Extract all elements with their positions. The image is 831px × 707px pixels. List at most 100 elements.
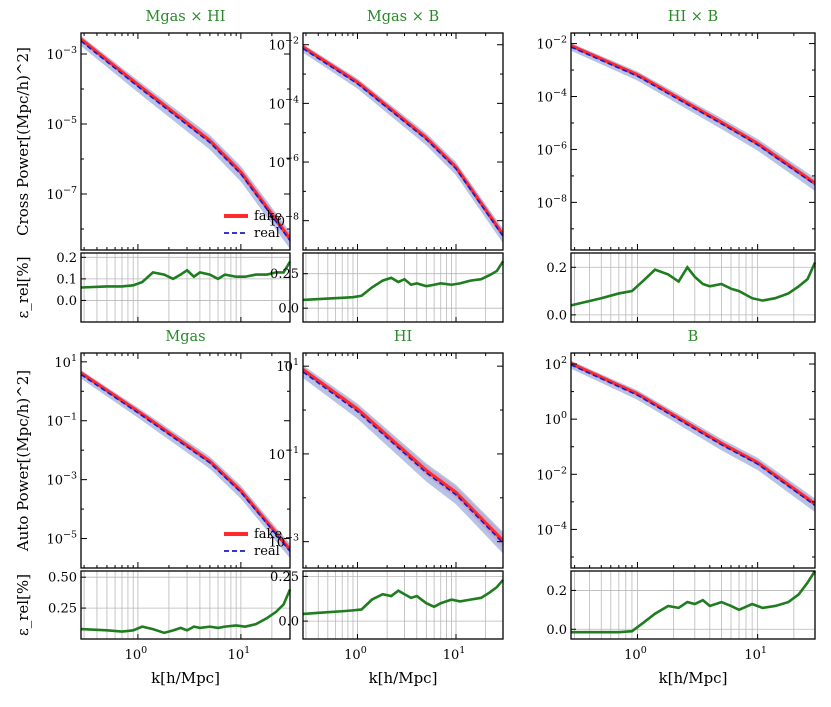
rel-axes-frame [302, 570, 504, 640]
y-tick-label: 10−8 [268, 212, 299, 230]
y-tick-exponent: −4 [285, 94, 299, 105]
panel-title: HI × B [668, 9, 718, 25]
real-band [303, 44, 503, 244]
y-tick-label: 10−4 [536, 520, 567, 538]
rel-error-line [571, 570, 817, 634]
y-tick-label: 10−1 [268, 445, 299, 463]
real-line [571, 46, 815, 186]
fake-line [303, 368, 503, 542]
y-tick-exponent: −3 [285, 533, 299, 544]
fake-line [303, 45, 503, 236]
x-tick-exponent: 1 [244, 645, 250, 656]
rel-y-tick-label: 0.0 [546, 623, 567, 638]
panel-title: Mgas × HI [146, 9, 226, 25]
panel-title: HI [394, 329, 412, 345]
y-tick-exponent: −6 [553, 140, 567, 151]
y-tick-label: 101 [54, 353, 77, 371]
y-tick-exponent: −2 [285, 36, 299, 47]
y-tick-exponent: 1 [71, 353, 77, 364]
rel-y-axis-label: ε_rel[%] [14, 256, 32, 318]
rel-y-tick-label: 0.50 [48, 571, 77, 586]
rel-y-tick-label: 0.2 [56, 251, 77, 266]
real-line [81, 40, 290, 242]
y-tick-exponent: −7 [63, 185, 77, 196]
plot-area [571, 43, 815, 191]
rel-y-tick-label: 0.0 [56, 294, 77, 309]
y-tick-label: 10−4 [536, 88, 567, 106]
y-tick-label: 102 [544, 355, 567, 373]
rel-error-line [302, 579, 504, 616]
y-tick-label: 101 [276, 357, 299, 375]
rel-y-tick-label: 0.0 [546, 308, 567, 323]
real-line [571, 364, 815, 507]
y-tick-label: 10−2 [268, 36, 299, 54]
y-tick-label: 10−4 [268, 94, 299, 112]
y-tick-label: 10−5 [46, 115, 77, 133]
panel-2: HI × B 10−8 10−6 10−4 10−2 0.0 0.2 [536, 9, 817, 323]
y-axis-label: Auto Power[(Mpc/h)^2] [14, 370, 32, 552]
fake-band [303, 46, 503, 238]
real-line [81, 373, 290, 552]
rel-y-tick-label: 0.2 [546, 261, 567, 276]
x-tick-exponent: 1 [761, 645, 767, 656]
y-tick-exponent: −5 [63, 530, 77, 541]
rel-y-tick-label: 0.0 [278, 615, 299, 630]
plot-area [81, 35, 290, 249]
x-tick-exponent: 0 [641, 645, 647, 656]
y-tick-label: 10−3 [46, 471, 77, 489]
axes-frame [80, 352, 291, 569]
panel-title: Mgas [165, 329, 205, 345]
real-line [303, 47, 503, 237]
axes-frame [302, 32, 504, 251]
y-tick-label: 10−6 [536, 140, 567, 158]
panel-title: Mgas × B [367, 9, 439, 25]
y-tick-exponent: 0 [561, 410, 567, 421]
y-axis-label: Cross Power[(Mpc/h)^2] [14, 47, 32, 236]
fake-line [81, 371, 290, 551]
rel-y-tick-label: 0.2 [546, 584, 567, 599]
y-tick-exponent: −4 [553, 520, 567, 531]
x-axis-label: k[h/Mpc] [659, 669, 728, 687]
x-tick-exponent: 0 [361, 645, 367, 656]
y-tick-exponent: −6 [285, 153, 299, 164]
rel-error-line [80, 589, 292, 635]
y-tick-exponent: −2 [553, 465, 567, 476]
rel-y-axis-label: ε_rel[%] [14, 574, 32, 636]
y-tick-label: 10−2 [536, 465, 567, 483]
x-tick-exponent: 0 [141, 645, 147, 656]
x-tick-label: 101 [744, 645, 767, 663]
plot-area [303, 365, 503, 554]
y-tick-label: 10−5 [46, 530, 77, 548]
y-tick-label: 10−3 [268, 533, 299, 551]
rel-axes-frame [302, 252, 504, 323]
plot-area [571, 360, 815, 513]
rel-y-tick-label: 0.25 [48, 602, 77, 617]
axes-frame [570, 32, 816, 251]
y-tick-exponent: −5 [63, 115, 77, 126]
rel-error-line [80, 260, 292, 289]
x-tick-label: 101 [443, 645, 466, 663]
rel-axes-frame [80, 252, 291, 323]
plot-area [81, 370, 290, 559]
y-tick-exponent: −4 [553, 88, 567, 99]
y-tick-exponent: −2 [553, 35, 567, 46]
y-tick-exponent: 1 [293, 357, 299, 368]
y-tick-label: 10−2 [536, 35, 567, 53]
fake-line [81, 37, 290, 240]
panel-0: Mgas × HI 10−7 10−5 10−3 fake real 0.0 0.1 0.2 Cr… [14, 9, 292, 323]
plot-area [303, 44, 503, 244]
rel-axes-frame [570, 570, 816, 640]
y-tick-exponent: −3 [63, 45, 77, 56]
y-tick-exponent: −8 [553, 193, 567, 204]
y-tick-label: 10−3 [46, 45, 77, 63]
real-band [571, 43, 815, 191]
legend-real-label: real [254, 544, 280, 559]
rel-axes-frame [80, 570, 291, 640]
panel-1: Mgas × B 10−8 10−6 10−4 10−2 0.0 0.25 [268, 9, 505, 323]
y-tick-label: 100 [544, 410, 567, 428]
legend-fake-label: fake [254, 209, 282, 224]
legend-fake-label: fake [254, 527, 282, 542]
